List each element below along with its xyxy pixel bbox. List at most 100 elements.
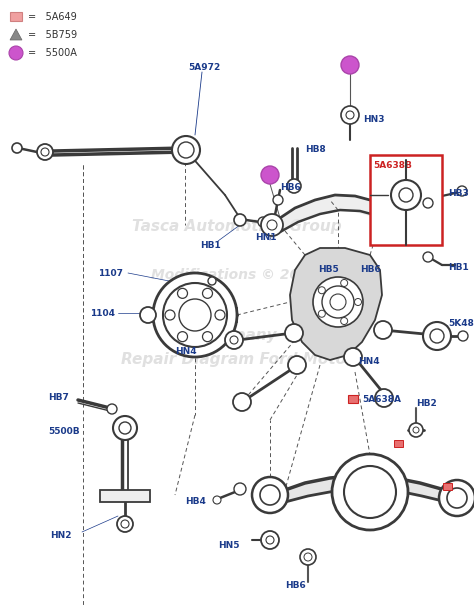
Bar — [443, 483, 452, 490]
Circle shape — [121, 520, 129, 528]
Circle shape — [107, 404, 117, 414]
Circle shape — [409, 423, 423, 437]
Text: HN2: HN2 — [50, 531, 72, 540]
Circle shape — [319, 310, 325, 317]
Circle shape — [313, 277, 363, 327]
Circle shape — [179, 299, 211, 331]
Circle shape — [261, 214, 283, 236]
Circle shape — [273, 195, 283, 205]
Circle shape — [399, 188, 413, 202]
Circle shape — [113, 416, 137, 440]
Circle shape — [341, 280, 348, 287]
Text: =   5A649: = 5A649 — [28, 12, 77, 22]
Circle shape — [322, 286, 354, 318]
Circle shape — [430, 329, 444, 343]
Circle shape — [215, 310, 225, 320]
Circle shape — [423, 252, 433, 262]
Circle shape — [341, 318, 348, 324]
Circle shape — [172, 136, 200, 164]
Text: HB6: HB6 — [285, 581, 306, 589]
Text: HN4: HN4 — [175, 347, 197, 356]
Circle shape — [304, 553, 312, 561]
Circle shape — [341, 106, 359, 124]
Circle shape — [288, 356, 306, 374]
Circle shape — [37, 144, 53, 160]
Circle shape — [344, 466, 396, 518]
Text: Company: Company — [197, 329, 277, 343]
Bar — [370, 155, 442, 245]
Circle shape — [439, 480, 474, 516]
Circle shape — [252, 477, 288, 513]
Circle shape — [140, 307, 156, 323]
Circle shape — [12, 143, 22, 153]
Text: HB3: HB3 — [448, 189, 469, 197]
Text: 5A972: 5A972 — [188, 64, 220, 73]
Text: =   5B759: = 5B759 — [28, 30, 77, 40]
Text: 5A638B: 5A638B — [373, 160, 412, 169]
Circle shape — [261, 531, 279, 549]
Bar — [100, 490, 150, 502]
Circle shape — [202, 332, 212, 342]
Circle shape — [177, 289, 188, 298]
Circle shape — [258, 217, 268, 227]
Circle shape — [330, 294, 346, 310]
Text: Modifications © 2014,: Modifications © 2014, — [151, 268, 323, 283]
Text: Repair Diagram Ford Motor: Repair Diagram Ford Motor — [121, 353, 353, 367]
Text: HN5: HN5 — [218, 540, 239, 549]
Text: 1104: 1104 — [90, 309, 115, 318]
Circle shape — [41, 148, 49, 156]
Circle shape — [300, 549, 316, 565]
Circle shape — [261, 166, 279, 184]
Text: HB4: HB4 — [185, 497, 206, 506]
Circle shape — [234, 214, 246, 226]
Circle shape — [395, 219, 405, 229]
Circle shape — [355, 298, 362, 306]
Circle shape — [457, 186, 467, 196]
Circle shape — [178, 142, 194, 158]
Circle shape — [230, 336, 238, 344]
Text: HB2: HB2 — [416, 399, 437, 408]
Circle shape — [423, 198, 433, 208]
Circle shape — [153, 273, 237, 357]
Bar — [10, 12, 22, 21]
Circle shape — [267, 220, 277, 230]
Circle shape — [234, 483, 246, 495]
Polygon shape — [290, 248, 382, 360]
Text: HB5: HB5 — [318, 266, 339, 275]
Circle shape — [389, 213, 411, 235]
Circle shape — [375, 389, 393, 407]
Circle shape — [285, 324, 303, 342]
Text: HB8: HB8 — [305, 145, 326, 154]
Text: 5500B: 5500B — [48, 428, 80, 436]
Circle shape — [208, 277, 216, 285]
Text: HB1: HB1 — [448, 264, 469, 272]
Circle shape — [413, 427, 419, 433]
Circle shape — [447, 488, 467, 508]
Circle shape — [287, 179, 301, 193]
Circle shape — [163, 283, 227, 347]
Circle shape — [332, 454, 408, 530]
Text: HN4: HN4 — [358, 358, 380, 367]
Text: 5A638A: 5A638A — [362, 394, 401, 404]
Circle shape — [423, 322, 451, 350]
Circle shape — [225, 331, 243, 349]
Text: HB7: HB7 — [48, 393, 69, 402]
Text: HN3: HN3 — [363, 116, 384, 125]
Circle shape — [119, 422, 131, 434]
Circle shape — [391, 180, 421, 210]
Text: HB1: HB1 — [200, 241, 221, 249]
Bar — [394, 440, 403, 447]
Circle shape — [346, 111, 354, 119]
Text: Tasca Automotive Group: Tasca Automotive Group — [132, 220, 342, 234]
Circle shape — [341, 56, 359, 74]
Text: HN1: HN1 — [255, 234, 276, 243]
Circle shape — [117, 516, 133, 532]
Bar — [348, 395, 358, 403]
Text: HB6: HB6 — [280, 183, 301, 192]
Circle shape — [344, 348, 362, 366]
Circle shape — [165, 310, 175, 320]
Text: =   5500A: = 5500A — [28, 48, 77, 58]
Polygon shape — [10, 29, 22, 40]
Circle shape — [266, 536, 274, 544]
Circle shape — [213, 496, 221, 504]
